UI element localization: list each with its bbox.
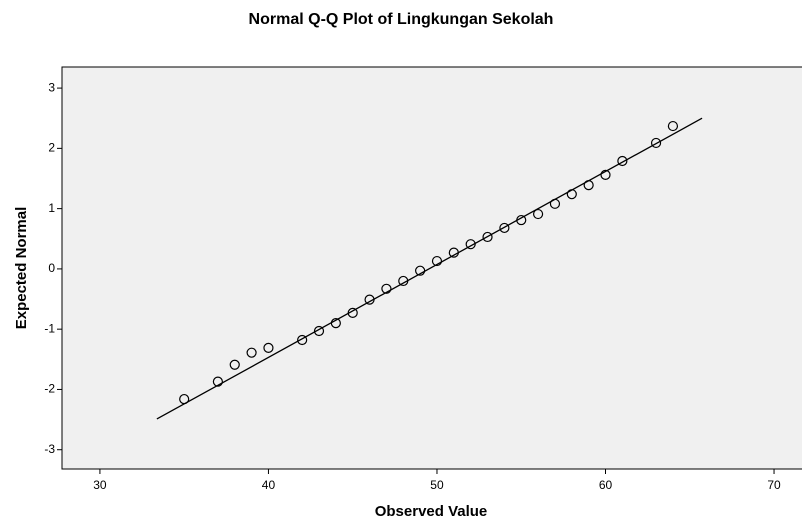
point — [381, 283, 392, 294]
point — [549, 198, 561, 209]
point — [566, 189, 577, 200]
point — [482, 231, 493, 243]
point — [347, 307, 358, 319]
point — [246, 347, 257, 358]
x-axis-title: Observed Value — [375, 503, 488, 520]
y-tick-label: 3 — [48, 80, 55, 94]
point — [297, 334, 308, 346]
chart-title: Normal Q-Q Plot of Lingkungan Sekolah — [249, 11, 554, 28]
point — [448, 247, 459, 258]
fit-line — [156, 117, 703, 420]
x-tick-label: 60 — [599, 478, 613, 492]
point — [499, 222, 510, 234]
y-tick-label: 0 — [48, 261, 55, 275]
y-tick-label: -1 — [44, 321, 55, 335]
x-tick-label: 50 — [430, 478, 444, 492]
point — [263, 342, 274, 353]
y-tick-label: -2 — [44, 382, 55, 396]
point — [313, 325, 325, 337]
point — [415, 265, 426, 276]
point — [532, 208, 544, 220]
x-tick-label: 40 — [262, 478, 276, 492]
point — [229, 359, 240, 370]
y-tick-label: 2 — [48, 141, 55, 155]
point — [330, 318, 341, 329]
plot-area — [61, 66, 802, 470]
point — [617, 155, 628, 167]
point — [431, 255, 443, 267]
point — [179, 393, 190, 405]
x-tick-label: 30 — [93, 478, 107, 492]
point — [398, 275, 409, 287]
point — [600, 169, 611, 180]
point — [516, 214, 527, 226]
point — [650, 137, 662, 149]
y-tick-label: 1 — [48, 201, 55, 215]
point — [364, 294, 375, 305]
y-axis-title: Expected Normal — [13, 207, 30, 330]
point — [667, 120, 679, 132]
x-tick-label: 70 — [767, 478, 781, 492]
point — [212, 376, 223, 387]
y-tick-label: -3 — [44, 442, 55, 456]
point — [583, 180, 594, 191]
point — [465, 239, 476, 250]
